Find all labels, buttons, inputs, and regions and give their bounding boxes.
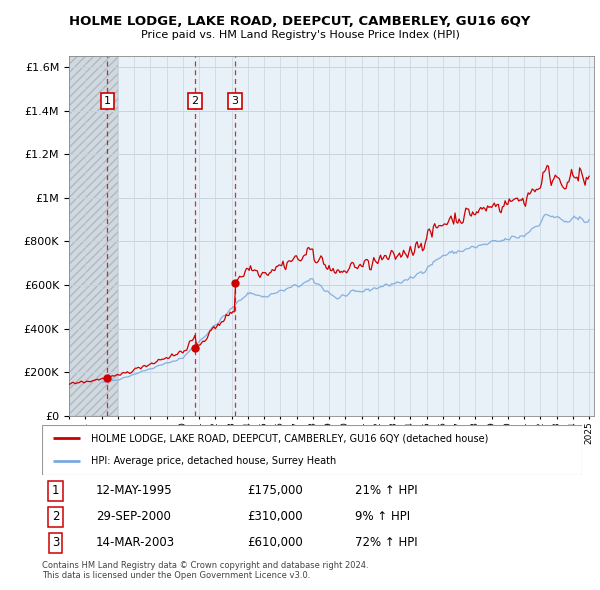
- Text: £175,000: £175,000: [247, 484, 303, 497]
- Text: HPI: Average price, detached house, Surrey Heath: HPI: Average price, detached house, Surr…: [91, 457, 336, 467]
- FancyBboxPatch shape: [42, 425, 582, 475]
- Text: 9% ↑ HPI: 9% ↑ HPI: [355, 510, 410, 523]
- Text: 3: 3: [232, 96, 238, 106]
- Text: 2: 2: [52, 510, 59, 523]
- Text: £310,000: £310,000: [247, 510, 303, 523]
- Text: 12-MAY-1995: 12-MAY-1995: [96, 484, 173, 497]
- Text: 2: 2: [191, 96, 199, 106]
- Text: 14-MAR-2003: 14-MAR-2003: [96, 536, 175, 549]
- Text: HOLME LODGE, LAKE ROAD, DEEPCUT, CAMBERLEY, GU16 6QY (detached house): HOLME LODGE, LAKE ROAD, DEEPCUT, CAMBERL…: [91, 433, 488, 443]
- Text: 21% ↑ HPI: 21% ↑ HPI: [355, 484, 418, 497]
- Text: 3: 3: [52, 536, 59, 549]
- Text: 72% ↑ HPI: 72% ↑ HPI: [355, 536, 418, 549]
- Text: This data is licensed under the Open Government Licence v3.0.: This data is licensed under the Open Gov…: [42, 571, 310, 580]
- Text: 1: 1: [52, 484, 59, 497]
- Text: 1: 1: [104, 96, 111, 106]
- Text: 29-SEP-2000: 29-SEP-2000: [96, 510, 171, 523]
- Text: Price paid vs. HM Land Registry's House Price Index (HPI): Price paid vs. HM Land Registry's House …: [140, 30, 460, 40]
- Text: Contains HM Land Registry data © Crown copyright and database right 2024.: Contains HM Land Registry data © Crown c…: [42, 560, 368, 569]
- Text: HOLME LODGE, LAKE ROAD, DEEPCUT, CAMBERLEY, GU16 6QY: HOLME LODGE, LAKE ROAD, DEEPCUT, CAMBERL…: [70, 15, 530, 28]
- Text: £610,000: £610,000: [247, 536, 303, 549]
- Bar: [69, 56, 118, 416]
